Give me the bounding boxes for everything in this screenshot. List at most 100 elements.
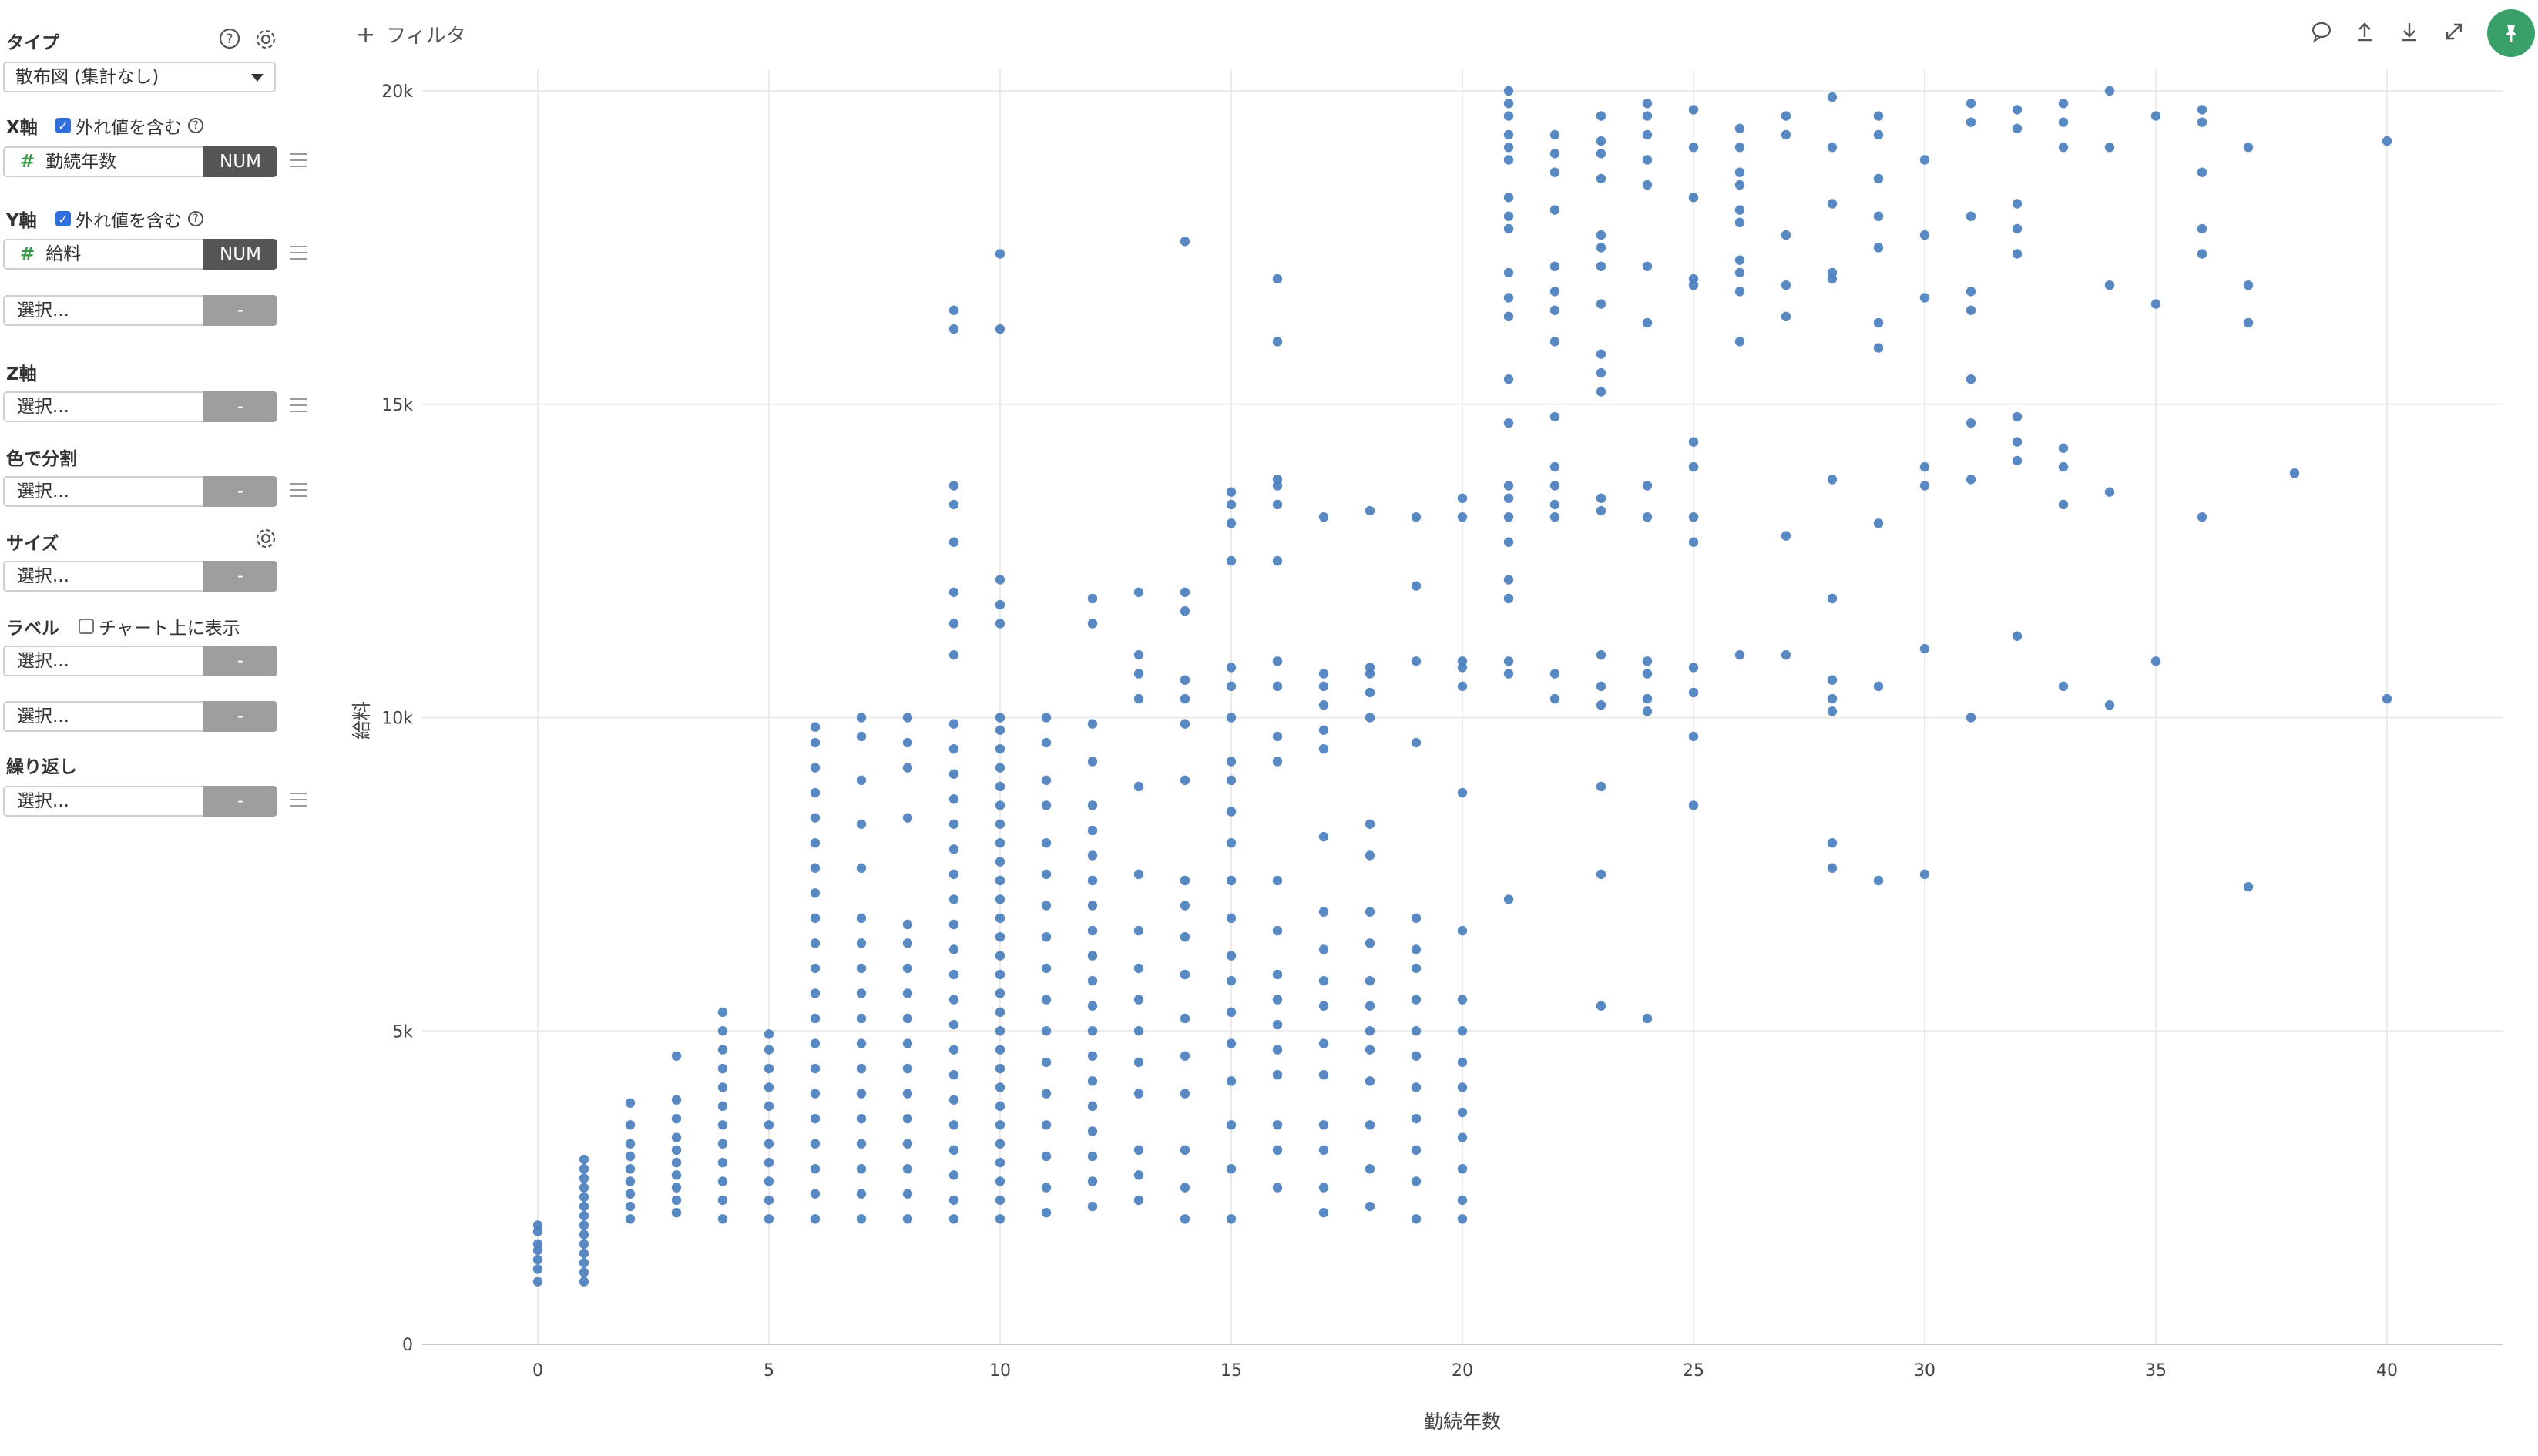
- comment-icon[interactable]: [2308, 20, 2335, 46]
- label-select[interactable]: 選択...: [3, 646, 216, 676]
- checkbox-unchecked-icon: [79, 619, 94, 634]
- hamburger-menu-icon[interactable]: [290, 398, 307, 414]
- repeat-select[interactable]: 選択...: [3, 786, 216, 817]
- data-point: [1873, 129, 1884, 140]
- help-icon[interactable]: ?: [217, 26, 242, 51]
- data-point: [1642, 706, 1653, 716]
- data-point: [948, 537, 959, 547]
- data-point: [948, 587, 959, 597]
- data-point: [1133, 1195, 1144, 1206]
- data-point: [1226, 913, 1237, 924]
- size-type-badge[interactable]: -: [203, 561, 277, 592]
- label-type-badge[interactable]: -: [203, 646, 277, 676]
- data-point: [1642, 1013, 1653, 1024]
- color-select[interactable]: 選択...: [3, 476, 216, 507]
- hamburger-menu-icon[interactable]: [290, 793, 307, 808]
- repeat-type-badge[interactable]: -: [203, 786, 277, 817]
- data-point: [1226, 975, 1237, 986]
- data-point: [1688, 437, 1699, 447]
- data-point: [1041, 1089, 1052, 1099]
- number-type-icon: #: [20, 152, 35, 172]
- data-point: [1596, 367, 1606, 378]
- x-gridlines: [537, 69, 2388, 1344]
- x-include-outliers-checkbox[interactable]: ✓ 外れ値を含む ?: [55, 112, 203, 139]
- upload-icon[interactable]: [2352, 20, 2378, 46]
- data-point: [1503, 656, 1514, 666]
- pin-icon[interactable]: [2487, 9, 2535, 57]
- data-point: [995, 988, 1005, 998]
- label-type-badge-2[interactable]: -: [203, 701, 277, 732]
- data-point: [579, 1164, 589, 1174]
- y-axis-field[interactable]: # 給料: [3, 239, 216, 270]
- data-point: [1365, 975, 1375, 986]
- data-point: [1827, 267, 1838, 278]
- hamburger-menu-icon[interactable]: [290, 246, 307, 261]
- data-point: [948, 969, 959, 980]
- data-point: [1180, 719, 1190, 729]
- data-point: [810, 722, 821, 732]
- hamburger-menu-icon[interactable]: [290, 153, 307, 169]
- y-axis-field-row: # 給料 NUM: [3, 239, 307, 270]
- add-filter-button[interactable]: + フィルタ: [356, 20, 466, 49]
- x-tick-label: 0: [532, 1361, 543, 1381]
- data-point: [671, 1195, 682, 1206]
- data-point: [1087, 719, 1098, 729]
- data-point: [1041, 1057, 1052, 1068]
- data-point: [902, 1164, 913, 1174]
- help-icon[interactable]: ?: [188, 211, 203, 226]
- data-point: [810, 1063, 821, 1074]
- data-point: [1226, 555, 1237, 566]
- data-point: [1272, 475, 1283, 485]
- data-point: [1734, 255, 1745, 265]
- data-point: [1549, 411, 1560, 422]
- data-point: [1549, 261, 1560, 271]
- data-point: [1318, 681, 1329, 692]
- data-point: [1272, 555, 1283, 566]
- x-axis-field[interactable]: # 勤続年数: [3, 146, 216, 177]
- y-axis-type-badge[interactable]: NUM: [203, 239, 277, 270]
- data-point: [810, 863, 821, 873]
- data-point: [1549, 481, 1560, 491]
- z-axis-type-badge[interactable]: -: [203, 391, 277, 422]
- data-point: [995, 1026, 1005, 1036]
- data-point: [995, 575, 1005, 585]
- hamburger-menu-icon[interactable]: [290, 483, 307, 498]
- label-select-2[interactable]: 選択...: [3, 701, 216, 732]
- data-point: [1734, 649, 1745, 660]
- help-icon[interactable]: ?: [188, 118, 203, 133]
- chart-type-select[interactable]: 散布図 (集計なし): [3, 62, 276, 92]
- color-section-label: 色で分割: [6, 449, 77, 469]
- data-point: [1549, 337, 1560, 347]
- data-point: [1041, 963, 1052, 974]
- show-label-on-chart-checkbox[interactable]: チャート上に表示: [79, 613, 240, 639]
- data-point: [579, 1239, 589, 1250]
- y-axis-extra-select[interactable]: 選択...: [3, 295, 216, 326]
- data-point: [1919, 481, 1930, 491]
- data-point: [948, 1170, 959, 1180]
- data-point: [1873, 681, 1884, 692]
- data-point: [1041, 1151, 1052, 1162]
- data-point: [1642, 512, 1653, 522]
- data-point: [1596, 136, 1606, 146]
- size-select[interactable]: 選択...: [3, 561, 216, 592]
- data-point: [2012, 105, 2023, 115]
- gear-icon[interactable]: [253, 525, 279, 552]
- x-axis-type-badge[interactable]: NUM: [203, 146, 277, 177]
- y-include-outliers-checkbox[interactable]: ✓ 外れ値を含む ?: [55, 206, 203, 232]
- color-type-badge[interactable]: -: [203, 476, 277, 507]
- gear-icon[interactable]: [253, 26, 279, 52]
- data-point: [1226, 499, 1237, 510]
- data-point: [995, 1195, 1005, 1206]
- download-icon[interactable]: [2396, 20, 2422, 46]
- data-point: [1827, 863, 1838, 873]
- data-point: [2243, 280, 2254, 290]
- data-point: [810, 737, 821, 748]
- z-axis-select[interactable]: 選択...: [3, 391, 216, 422]
- data-point: [579, 1220, 589, 1230]
- data-point: [1966, 211, 1976, 221]
- y-axis-extra-type-badge[interactable]: -: [203, 295, 277, 326]
- data-points: [532, 86, 2392, 1287]
- expand-icon[interactable]: [2441, 20, 2467, 46]
- data-point: [2058, 443, 2069, 453]
- data-point: [764, 1082, 774, 1092]
